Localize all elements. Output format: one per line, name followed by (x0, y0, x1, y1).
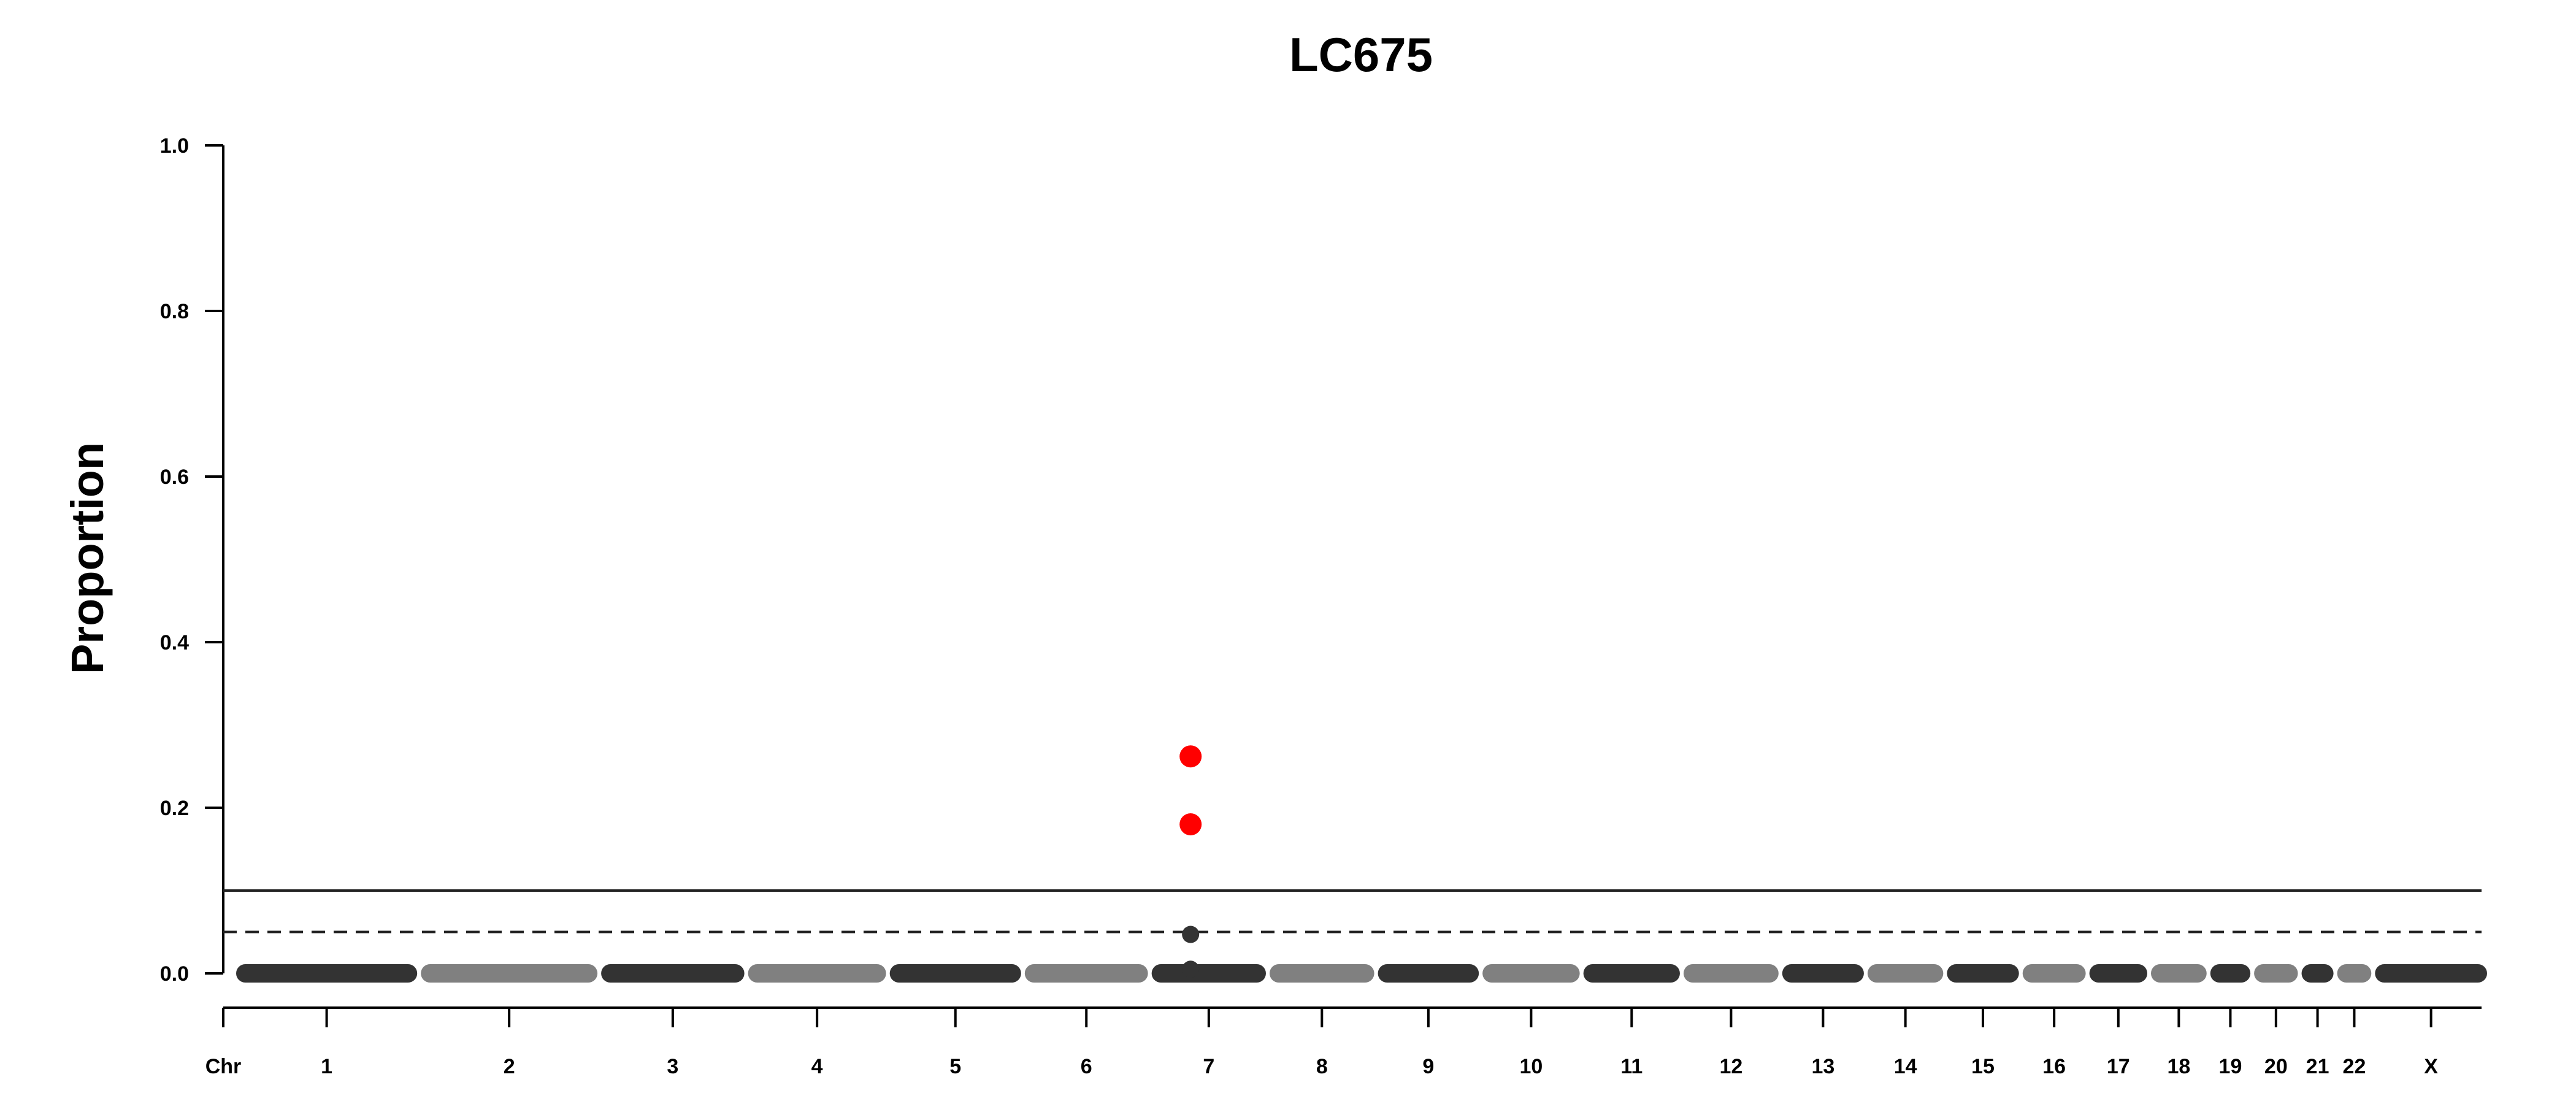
x-tick-label-chr-21: 21 (2306, 1055, 2329, 1078)
chromosome-bands (236, 964, 2487, 983)
chromosome-band-8 (1269, 964, 1374, 983)
chromosome-band-11 (1583, 964, 1680, 983)
x-tick-label-chr-19: 19 (2219, 1055, 2242, 1078)
chromosome-band-7 (1151, 964, 1266, 983)
x-tick-label-chr-13: 13 (1811, 1055, 1834, 1078)
chromosome-band-6 (1024, 964, 1148, 983)
x-tick-label-chr-22: 22 (2343, 1055, 2366, 1078)
x-tick-label-chr-3: 3 (667, 1055, 678, 1078)
chart-title: LC675 (1289, 28, 1433, 82)
x-tick-label-chr-4: 4 (811, 1055, 823, 1078)
x-tick-label-chr-8: 8 (1316, 1055, 1328, 1078)
chromosome-band-16 (2022, 964, 2086, 983)
x-tick-label-chr-12: 12 (1719, 1055, 1742, 1078)
x-tick-label-chr-7: 7 (1203, 1055, 1214, 1078)
chromosome-band-15 (1947, 964, 2019, 983)
data-point-non-significant (1182, 960, 1200, 978)
y-axis: 0.0 0.2 0.4 0.6 0.8 1.0 (160, 134, 224, 986)
chromosome-band-17 (2089, 964, 2147, 983)
chromosome-band-1 (236, 964, 418, 983)
chromosome-band-22 (2337, 964, 2372, 983)
data-point-significant (1179, 745, 1202, 768)
chromosome-band-5 (889, 964, 1021, 983)
chromosome-band-4 (748, 964, 886, 983)
x-tick-label-chr-2: 2 (504, 1055, 515, 1078)
x-tick-label-chr-16: 16 (2042, 1055, 2066, 1078)
chromosome-band-2 (421, 964, 598, 983)
x-tick-label-chr-14: 14 (1894, 1055, 1917, 1078)
chromosome-band-3 (601, 964, 745, 983)
x-tick-label-chr-6: 6 (1081, 1055, 1092, 1078)
chromosome-band-X (2375, 964, 2487, 983)
x-axis: Chr 1 2 3 4 5 6 7 8 9 10 11 12 13 14 15 16 17 18 19 20 21 22 X (205, 1006, 2482, 1078)
chromosome-band-20 (2254, 964, 2298, 983)
x-tick-label-chr-9: 9 (1422, 1055, 1434, 1078)
data-point-non-significant (1182, 926, 1200, 943)
chromosome-band-21 (2301, 964, 2334, 983)
y-tick-label: 0.0 (160, 962, 189, 986)
chromosome-band-12 (1683, 964, 1779, 983)
x-tick-label-chr-5: 5 (949, 1055, 961, 1078)
y-tick-label: 0.8 (160, 300, 189, 323)
x-tick-label-chr-20: 20 (2264, 1055, 2288, 1078)
chromosome-band-19 (2210, 964, 2251, 983)
x-tick-label-chr-17: 17 (2107, 1055, 2130, 1078)
data-point-significant (1179, 813, 1202, 835)
x-tick-label-chr-15: 15 (1971, 1055, 1995, 1078)
reference-lines (223, 889, 2482, 933)
x-tick-label-chr-1: 1 (321, 1055, 332, 1078)
x-tick-label-chr-10: 10 (1519, 1055, 1543, 1078)
chromosome-band-10 (1482, 964, 1580, 983)
y-tick-label: 1.0 (160, 134, 189, 158)
data-points (1179, 745, 1202, 978)
chromosome-band-18 (2150, 964, 2207, 983)
x-tick-label-chr-X: X (2424, 1055, 2438, 1078)
x-tick-label-chr-18: 18 (2167, 1055, 2190, 1078)
y-tick-label: 0.4 (160, 631, 189, 654)
y-axis-label: Proportion (62, 442, 113, 674)
x-tick-label-chr-11: 11 (1620, 1055, 1643, 1078)
y-tick-label: 0.2 (160, 797, 189, 820)
chr-axis-label: Chr (205, 1055, 242, 1078)
chromosome-band-14 (1867, 964, 1944, 983)
y-tick-label: 0.6 (160, 466, 189, 489)
chromosome-band-9 (1378, 964, 1479, 983)
chromosome-band-13 (1782, 964, 1864, 983)
